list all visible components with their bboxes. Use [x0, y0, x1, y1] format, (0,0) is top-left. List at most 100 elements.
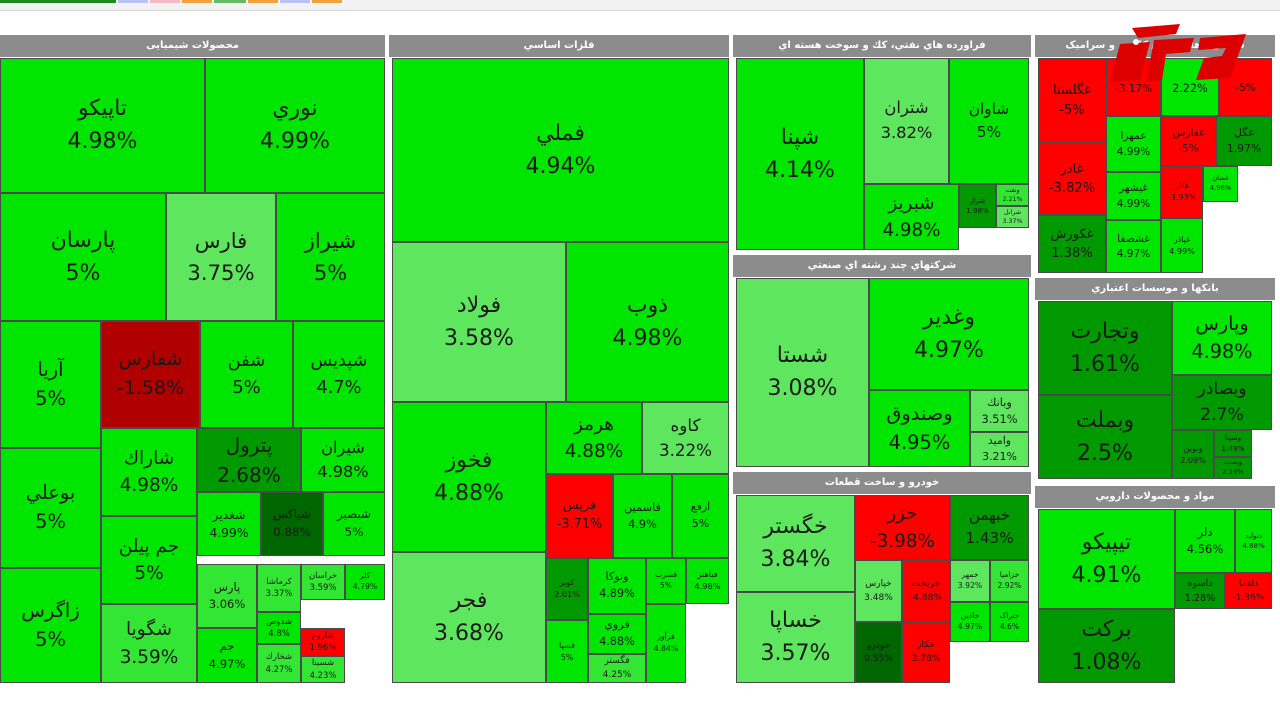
treemap-tile[interactable]: شاروم 1.96% — [301, 628, 345, 656]
treemap-tile[interactable]: غشان 4.96% — [1203, 166, 1238, 202]
treemap-tile[interactable]: فباهنر 4.98% — [686, 558, 729, 604]
treemap-tile[interactable]: شیراز 5% — [276, 193, 385, 321]
treemap-tile[interactable]: خودرو 0.55% — [855, 622, 902, 683]
treemap-tile[interactable]: کاوه 3.22% — [642, 402, 729, 474]
treemap-tile[interactable]: فخوز 4.88% — [392, 402, 546, 552]
treemap-tile[interactable]: خزر -3.98% — [855, 495, 950, 560]
treemap-tile[interactable]: شفارس -1.58% — [101, 321, 200, 428]
treemap-tile[interactable]: خزامیا 2.92% — [990, 560, 1029, 602]
treemap-tile[interactable]: داسوه 1.28% — [1175, 573, 1225, 609]
treemap-tile[interactable]: وبصادر 2.7% — [1172, 375, 1272, 430]
treemap-tile[interactable]: غگل 1.97% — [1216, 116, 1272, 166]
treemap-tile[interactable]: شسینا 4.23% — [301, 656, 345, 683]
treemap-tile[interactable]: غگلستا -5% — [1038, 58, 1106, 143]
treemap-tile[interactable]: کرماشا 3.37% — [257, 564, 301, 612]
treemap-tile[interactable]: خساپا 3.57% — [736, 592, 855, 683]
treemap-tile[interactable]: فرآور 4.84% — [646, 604, 686, 683]
treemap-tile[interactable]: دتولید 4.88% — [1235, 509, 1272, 573]
treemap-tile[interactable]: دلقما -1.36% — [1225, 573, 1272, 609]
treemap-tile[interactable]: غیشهر 4.99% — [1106, 172, 1161, 220]
treemap-tile[interactable]: دلر 4.56% — [1175, 509, 1235, 573]
treemap-tile[interactable]: ختراک 4.6% — [990, 602, 1029, 642]
treemap-tile[interactable]: پارسان 5% — [0, 193, 166, 321]
treemap-tile[interactable]: وپست 2.19% — [1214, 457, 1252, 479]
treemap-tile[interactable]: فريس -3.71% — [546, 474, 613, 558]
treemap-tile[interactable]: وبانك 3.51% — [970, 390, 1029, 432]
treemap-tile[interactable]: تاپیکو 4.98% — [0, 58, 205, 193]
treemap-tile[interactable]: شرانل 3.37% — [996, 206, 1029, 228]
treemap-tile[interactable]: خمهر 3.92% — [950, 560, 990, 602]
treemap-tile[interactable]: فولاد 3.58% — [392, 242, 566, 402]
treemap-tile[interactable]: عمهرا 4.99% — [1106, 116, 1161, 172]
treemap-tile[interactable]: خکار 3.78% — [902, 622, 950, 683]
treemap-tile[interactable]: وبملت 2.5% — [1038, 395, 1172, 479]
treemap-tile[interactable]: خبهمن 1.43% — [950, 495, 1029, 560]
tab-strip[interactable] — [150, 0, 180, 3]
treemap-tile[interactable]: شخارك 4.27% — [257, 644, 301, 683]
treemap-tile[interactable]: وتجارت 1.61% — [1038, 301, 1172, 395]
treemap-tile[interactable]: ونوين 2.09% — [1172, 430, 1214, 479]
treemap-tile[interactable]: خریخت -4.88% — [902, 560, 950, 622]
treemap-tile[interactable]: شبصیر 5% — [323, 492, 385, 556]
treemap-tile[interactable]: بوعلي 5% — [0, 448, 101, 568]
treemap-tile[interactable]: خپارس 3.48% — [855, 560, 902, 622]
treemap-tile[interactable]: فاسمین 4.9% — [613, 474, 672, 558]
treemap-tile[interactable]: واميد 3.21% — [970, 432, 1029, 467]
treemap-tile[interactable]: شاوان 5% — [949, 58, 1029, 184]
treemap-tile[interactable]: کلر 4.79% — [345, 564, 385, 600]
treemap-tile[interactable]: فروي 4.88% — [588, 614, 646, 654]
treemap-tile[interactable]: ونفت 2.21% — [996, 184, 1029, 206]
treemap-tile[interactable]: وپارس 4.98% — [1172, 301, 1272, 375]
treemap-tile[interactable]: آريا 5% — [0, 321, 101, 448]
treemap-tile[interactable]: فارس 3.75% — [166, 193, 276, 321]
treemap-tile[interactable]: غپاذر 4.99% — [1161, 218, 1203, 273]
treemap-tile[interactable]: شتران 3.82% — [864, 58, 949, 184]
treemap-tile[interactable]: زاگرس 5% — [0, 568, 101, 683]
treemap-tile[interactable]: فسپا 5% — [546, 620, 588, 683]
treemap-tile[interactable]: خگستر 3.84% — [736, 495, 855, 592]
treemap-tile[interactable]: تیپیکو 4.91% — [1038, 509, 1175, 609]
tab-strip[interactable] — [248, 0, 278, 3]
treemap-tile[interactable]: جم پیلن 5% — [101, 516, 197, 604]
treemap-tile[interactable]: جم 4.97% — [197, 628, 257, 683]
treemap-tile[interactable]: -5% — [1219, 58, 1272, 116]
treemap-tile[interactable]: پترول 2.68% — [197, 428, 301, 492]
treemap-tile[interactable]: شغدیر 4.99% — [197, 492, 261, 556]
treemap-tile[interactable]: شاراك 4.98% — [101, 428, 197, 516]
tab-strip[interactable] — [214, 0, 246, 3]
treemap-tile[interactable]: شگویا 3.59% — [101, 604, 197, 683]
treemap-tile[interactable]: شپدیس 4.7% — [293, 321, 385, 428]
tab-strip-active[interactable] — [0, 0, 116, 3]
treemap-tile[interactable]: برکت 1.08% — [1038, 609, 1175, 683]
treemap-tile[interactable]: فملي 4.94% — [392, 58, 729, 242]
treemap-tile[interactable]: شیران 4.98% — [301, 428, 385, 492]
treemap-tile[interactable]: هرمز 4.88% — [546, 402, 642, 474]
tab-strip[interactable] — [312, 0, 342, 3]
treemap-tile[interactable]: شبریز 4.98% — [864, 184, 959, 250]
treemap-tile[interactable]: شیاکس 0.88% — [261, 492, 323, 556]
treemap-tile[interactable]: شفن 5% — [200, 321, 293, 428]
treemap-tile[interactable]: غکورش 1.38% — [1038, 215, 1106, 273]
treemap-tile[interactable]: شدوص 4.8% — [257, 612, 301, 644]
treemap-tile[interactable]: غاذر -3.93% — [1161, 166, 1203, 218]
treemap-tile[interactable]: نوري 4.99% — [205, 58, 385, 193]
treemap-tile[interactable]: وسینا 1.49% — [1214, 430, 1252, 457]
treemap-tile[interactable]: پارس 3.06% — [197, 564, 257, 628]
treemap-tile[interactable]: غادر -3.82% — [1038, 143, 1106, 215]
treemap-tile[interactable]: فسرب 5% — [646, 558, 686, 604]
treemap-tile[interactable]: فگستر 4.25% — [588, 654, 646, 683]
treemap-tile[interactable]: غفارس -5% — [1161, 116, 1216, 166]
treemap-tile[interactable]: خاذین 4.97% — [950, 602, 990, 642]
treemap-tile[interactable]: ارفع 5% — [672, 474, 729, 558]
treemap-tile[interactable]: شستا 3.08% — [736, 278, 869, 467]
treemap-tile[interactable]: خراسان 3.59% — [301, 564, 345, 600]
treemap-tile[interactable]: شراز 1.98% — [959, 184, 996, 228]
treemap-tile[interactable]: ذوب 4.98% — [566, 242, 729, 402]
treemap-tile[interactable]: فجر 3.68% — [392, 552, 546, 683]
tab-strip[interactable] — [118, 0, 148, 3]
treemap-tile[interactable]: وصندوق 4.95% — [869, 390, 970, 467]
tab-strip[interactable] — [182, 0, 212, 3]
treemap-tile[interactable]: کویر 2.01% — [546, 558, 588, 620]
treemap-tile[interactable]: شپنا 4.14% — [736, 58, 864, 250]
tab-strip[interactable] — [280, 0, 310, 3]
